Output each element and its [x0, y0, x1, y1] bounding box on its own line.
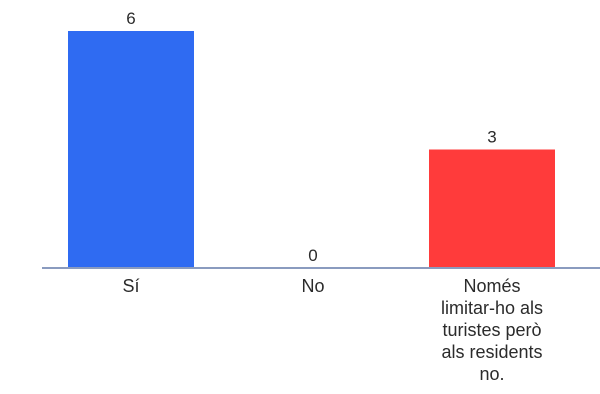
category-label-line: limitar-ho als	[441, 298, 543, 318]
bar-0	[68, 31, 194, 268]
category-labels-group: Sí No Només limitar-ho als turistes però als …	[122, 276, 543, 384]
category-label-line: no.	[479, 364, 504, 384]
category-label-line: No	[301, 276, 324, 296]
category-label: No	[301, 276, 324, 296]
category-label-line: turistes però	[442, 320, 541, 340]
category-label: Només limitar-ho als turistes però als resi…	[441, 276, 543, 384]
category-label-line: Sí	[122, 276, 139, 296]
bar-value-label: 3	[487, 128, 496, 147]
bar-value-label: 6	[126, 9, 135, 28]
value-labels-group: 6 0 3	[126, 9, 496, 265]
category-label: Sí	[122, 276, 139, 296]
category-label-line: als residents	[441, 342, 542, 362]
bar-value-label: 0	[308, 246, 317, 265]
bar-2	[429, 149, 555, 268]
category-label-line: Només	[463, 276, 520, 296]
bars-group	[68, 31, 555, 268]
